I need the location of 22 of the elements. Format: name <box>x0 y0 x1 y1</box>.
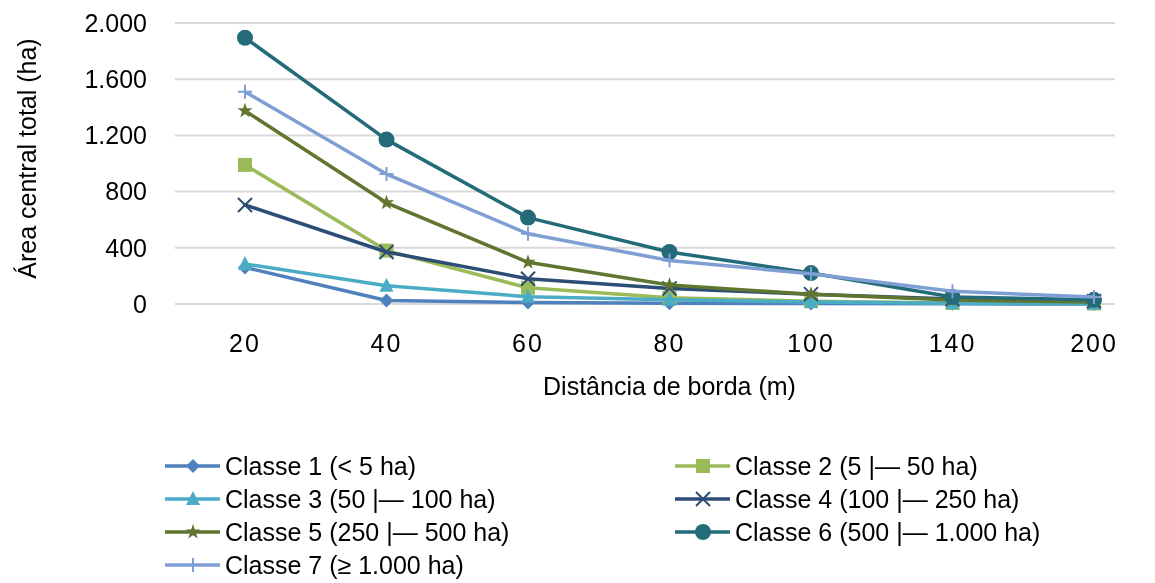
x-tick-label: 200 <box>1070 329 1118 357</box>
legend-label: Classe 3 (50 |— 100 ha) <box>225 484 496 513</box>
y-tick-label: 1.200 <box>84 121 147 150</box>
x-tick-label: 100 <box>787 329 835 357</box>
legend-label: Classe 2 (5 |— 50 ha) <box>735 451 978 480</box>
y-tick-label: 1.600 <box>84 64 147 93</box>
legend-label: Classe 4 (100 |— 250 ha) <box>735 484 1020 513</box>
y-axis-title: Área central total (ha) <box>13 38 41 279</box>
x-axis-title: Distância de borda (m) <box>543 372 796 400</box>
x-tick-label: 20 <box>229 329 261 357</box>
y-tick-label: 2.000 <box>84 8 147 37</box>
legend-label: Classe 5 (250 |— 500 ha) <box>225 517 510 546</box>
x-tick-label: 60 <box>512 329 544 357</box>
x-tick-label: 40 <box>370 329 403 357</box>
y-tick-label: 0 <box>133 289 147 318</box>
y-tick-label: 800 <box>105 177 147 206</box>
y-tick-label: 400 <box>105 233 147 262</box>
legend-label: Classe 7 (≥ 1.000 ha) <box>225 550 464 579</box>
legend-label: Classe 1 (< 5 ha) <box>225 451 417 480</box>
x-tick-label: 80 <box>653 329 686 357</box>
x-tick-label: 140 <box>928 329 977 357</box>
legend-label: Classe 6 (500 |— 1.000 ha) <box>735 517 1041 546</box>
